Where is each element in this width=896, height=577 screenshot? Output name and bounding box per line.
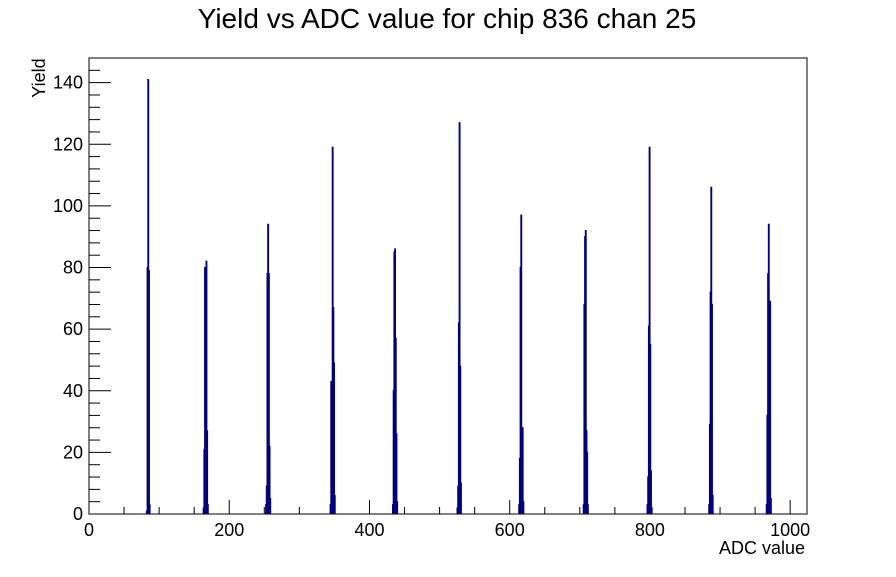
y-tick-label: 40 — [63, 381, 83, 401]
histogram-bin — [711, 494, 714, 514]
histogram-bin — [650, 470, 652, 514]
histogram-bin — [396, 501, 399, 514]
histogram-bin — [148, 269, 150, 514]
y-tick-label: 0 — [73, 504, 83, 524]
histogram-bin — [460, 482, 462, 514]
y-tick-label: 80 — [63, 258, 83, 278]
histogram-bin — [769, 497, 772, 514]
x-tick-label: 400 — [354, 520, 384, 540]
histogram-bin — [395, 433, 398, 514]
histogram-bars — [145, 78, 772, 514]
histogram-bin — [333, 494, 336, 514]
histogram-bin — [269, 497, 272, 514]
y-tick-label: 20 — [63, 442, 83, 462]
axis-ticks — [88, 57, 791, 515]
axis-tick-labels: 0 200 400 600 800 1000 0 20 40 60 80 100 120 140 — [53, 73, 810, 540]
y-axis-label: Yield — [29, 58, 49, 97]
histogram-bin — [206, 504, 209, 514]
histogram-bin — [148, 504, 151, 514]
histogram-bin — [521, 427, 524, 514]
histogram-bin — [268, 445, 271, 514]
y-tick-label: 140 — [53, 73, 83, 93]
histogram-bin — [711, 303, 713, 514]
y-tick-label: 100 — [53, 196, 83, 216]
y-tick-label: 60 — [63, 319, 83, 339]
histogram-bin — [769, 300, 772, 514]
histogram-bin — [459, 365, 462, 514]
x-axis-label: ADC value — [719, 538, 805, 558]
histogram-bin — [206, 430, 209, 514]
x-tick-label: 800 — [635, 520, 665, 540]
histogram-bin — [267, 273, 270, 514]
histogram-bin — [586, 504, 589, 514]
x-tick-label: 600 — [495, 520, 525, 540]
histogram-bin — [522, 501, 525, 514]
histogram-bin — [649, 343, 652, 514]
histogram-bin — [394, 337, 397, 514]
histogram-bin — [205, 260, 208, 514]
y-tick-label: 120 — [53, 134, 83, 154]
x-tick-label: 0 — [84, 520, 94, 540]
x-tick-label: 1000 — [770, 520, 810, 540]
x-tick-label: 200 — [214, 520, 244, 540]
histogram-bin — [648, 146, 651, 514]
histogram-bin — [458, 122, 461, 514]
histogram-bin — [333, 362, 336, 514]
histogram-bin — [650, 507, 653, 514]
histogram-bin — [586, 451, 589, 514]
plot-frame — [88, 57, 808, 515]
histogram-bin — [520, 214, 523, 514]
histogram-bin — [584, 229, 587, 514]
chart-title: Yield vs ADC value for chip 836 chan 25 — [198, 3, 697, 34]
